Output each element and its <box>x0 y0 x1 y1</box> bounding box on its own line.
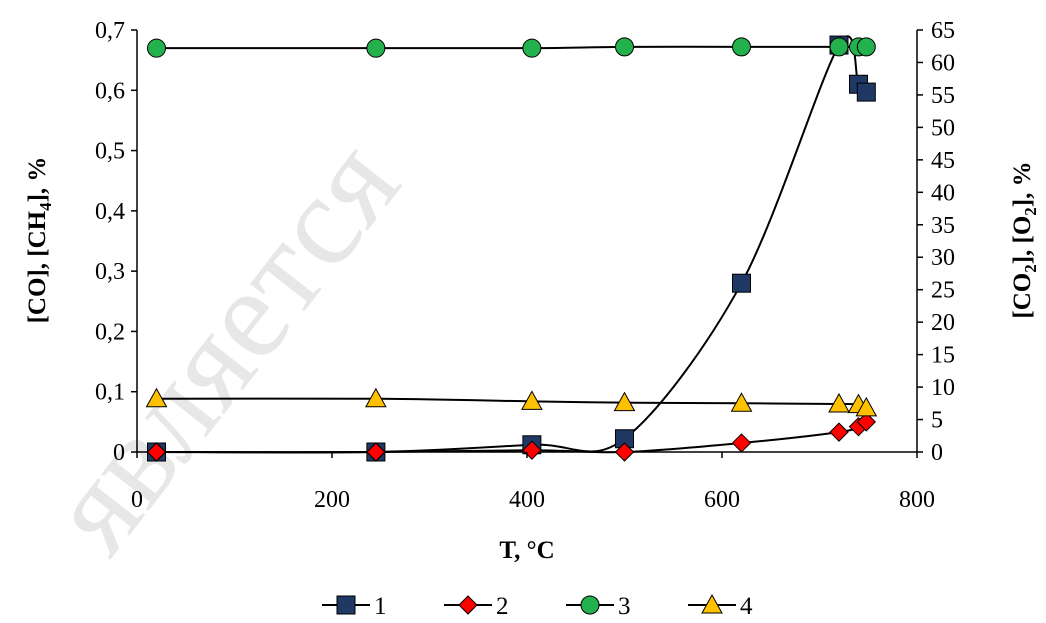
right-tick-label: 40 <box>931 180 955 206</box>
right-tick-label: 65 <box>931 18 955 44</box>
left-tick-label: 0,7 <box>95 18 125 44</box>
right-tick-label: 10 <box>931 375 955 401</box>
x-tick-label: 200 <box>314 487 350 513</box>
series-3-point <box>732 37 751 57</box>
left-axis-title: [CO], [CH4], % <box>24 157 55 324</box>
x-tick-label: 800 <box>899 487 935 513</box>
series-2-point <box>731 433 752 453</box>
series-4-point <box>730 392 753 412</box>
series-4-point <box>855 396 878 417</box>
watermark-text: является <box>19 113 427 578</box>
series-4-point <box>521 390 543 410</box>
series-3-point <box>147 38 166 58</box>
right-tick-label: 30 <box>931 245 955 271</box>
series-2-point <box>366 442 386 462</box>
right-tick-label: 60 <box>931 50 955 76</box>
right-tick-label: 15 <box>931 343 955 369</box>
right-tick-label: 25 <box>931 278 955 304</box>
series-3-point <box>856 37 876 57</box>
legend-2-label: 2 <box>496 593 509 620</box>
right-tick-label: 45 <box>931 148 955 174</box>
right-axis-ticks: 0 5 10 15 20 25 30 35 40 45 50 55 60 65 <box>917 18 955 466</box>
series-2-point <box>614 442 635 462</box>
legend-1-marker <box>336 595 356 615</box>
series-3-line <box>156 45 867 50</box>
series-4-point <box>613 391 636 412</box>
series-2-point <box>146 442 167 462</box>
x-tick-label: 0 <box>131 487 143 513</box>
right-tick-label: 35 <box>931 213 955 239</box>
legend-3-label: 3 <box>618 593 631 620</box>
right-axis-title: [CO2], [O2], % <box>1009 161 1040 318</box>
legend: 1 2 3 4 <box>322 593 753 620</box>
legend-3-marker <box>580 595 600 615</box>
right-tick-label: 55 <box>931 83 955 109</box>
left-tick-label: 0,3 <box>95 259 125 285</box>
left-tick-label: 0,6 <box>95 78 125 104</box>
series-2-line <box>156 421 867 454</box>
series-1-point <box>856 82 876 102</box>
series-2-point <box>856 412 877 432</box>
right-tick-label: 20 <box>931 310 955 336</box>
legend-4-label: 4 <box>740 593 753 620</box>
x-tick-label: 400 <box>509 487 545 513</box>
series-1-point <box>732 273 751 293</box>
x-tick-label: 600 <box>704 487 740 513</box>
series-4-point <box>145 387 168 408</box>
series-3-point <box>829 37 849 57</box>
series-4-point <box>365 387 387 408</box>
series-2-point <box>829 422 849 442</box>
left-tick-label: 0,1 <box>95 380 125 406</box>
series-3-point <box>522 38 542 58</box>
legend-2-marker <box>458 595 478 615</box>
series-3-point <box>615 37 634 57</box>
right-tick-label: 0 <box>931 440 943 466</box>
series-4-point <box>828 392 850 413</box>
x-axis-title: T, °C <box>499 537 554 564</box>
series-3-point <box>366 38 386 58</box>
x-axis-ticks: 0 200 400 600 800 <box>131 452 935 513</box>
right-tick-label: 50 <box>931 115 955 141</box>
legend-4-marker <box>701 593 723 614</box>
left-tick-label: 0 <box>113 440 125 466</box>
left-axis-ticks: 0 0,1 0,2 0,3 0,4 0,5 0,6 0,7 <box>95 18 137 466</box>
series-markers <box>145 35 878 462</box>
left-tick-label: 0,5 <box>95 139 125 165</box>
right-tick-label: 5 <box>931 408 943 434</box>
left-tick-label: 0,2 <box>95 319 125 345</box>
left-tick-label: 0,4 <box>95 199 125 225</box>
legend-1-label: 1 <box>374 593 387 620</box>
